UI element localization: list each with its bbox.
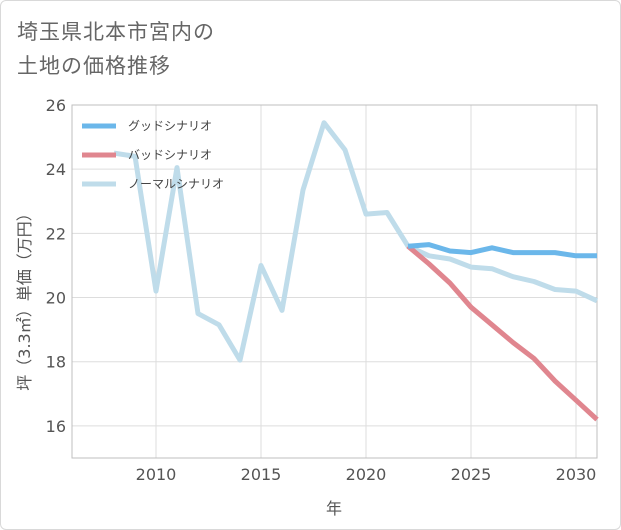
x-tick-label: 2010 bbox=[136, 465, 177, 484]
legend-item-normal[interactable]: ノーマルシナリオ bbox=[82, 177, 224, 191]
series-line-bad bbox=[406, 244, 599, 422]
chart-title: 埼玉県北本市宮内の 土地の価格推移 bbox=[17, 15, 215, 83]
x-tick-label: 2030 bbox=[556, 465, 597, 484]
chart-title-line1: 埼玉県北本市宮内の bbox=[17, 20, 215, 44]
legend-label: ノーマルシナリオ bbox=[128, 177, 224, 191]
y-tick-label: 16 bbox=[46, 417, 66, 436]
y-tick-label: 18 bbox=[46, 353, 66, 372]
x-tick-label: 2020 bbox=[346, 465, 387, 484]
y-tick-label: 26 bbox=[46, 96, 66, 115]
series-line-good bbox=[407, 242, 597, 259]
y-axis-label: 坪（3.3㎡）単価（万円） bbox=[15, 205, 34, 390]
y-tick-label: 22 bbox=[46, 224, 66, 243]
x-axis-label: 年 bbox=[326, 499, 342, 518]
series-line-normal bbox=[113, 120, 599, 363]
series-layer bbox=[113, 120, 599, 422]
x-tick-label: 2015 bbox=[241, 465, 282, 484]
legend-label: グッドシナリオ bbox=[128, 119, 212, 133]
plot-frame bbox=[71, 104, 598, 459]
chart-title-line2: 土地の価格推移 bbox=[17, 54, 171, 78]
x-axis-ticks: 2010 2015 2020 2025 2030 bbox=[136, 465, 597, 484]
legend-item-good[interactable]: グッドシナリオ bbox=[82, 119, 212, 133]
y-axis-ticks: 16 18 20 22 24 26 bbox=[46, 96, 66, 436]
grid bbox=[72, 104, 597, 458]
legend-label: バッドシナリオ bbox=[128, 148, 212, 162]
y-tick-label: 24 bbox=[46, 160, 66, 179]
legend-item-bad[interactable]: バッドシナリオ bbox=[82, 148, 212, 162]
y-tick-label: 20 bbox=[46, 289, 66, 308]
x-tick-label: 2025 bbox=[451, 465, 492, 484]
